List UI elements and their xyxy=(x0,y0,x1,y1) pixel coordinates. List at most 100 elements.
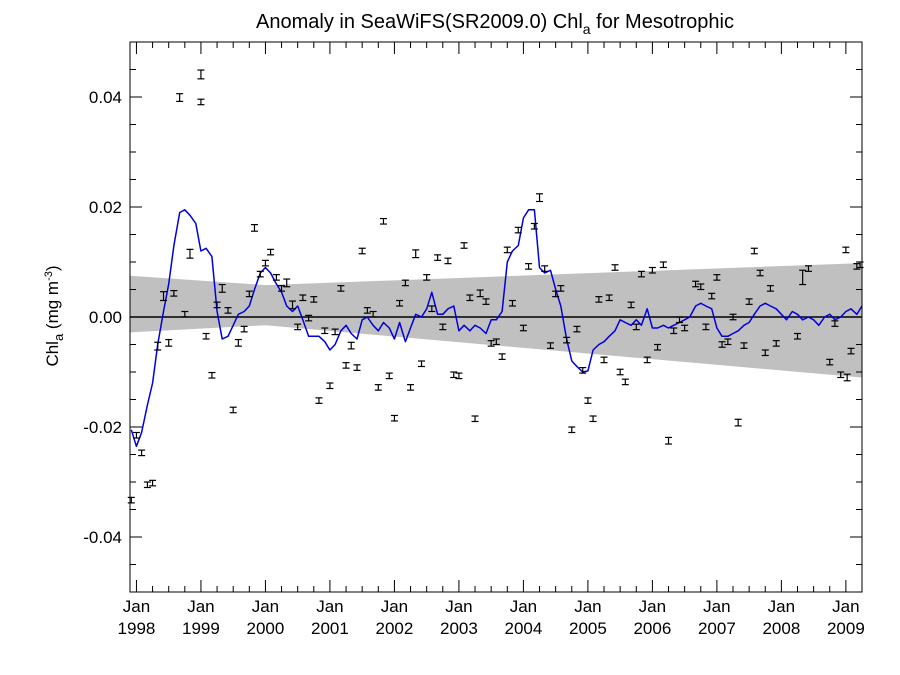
data-point xyxy=(407,384,415,391)
data-point xyxy=(681,324,689,332)
y-tick-labels: 0.04 0.02 0.00 -0.02 -0.04 xyxy=(83,88,122,547)
x-tick-label-month: Jan xyxy=(187,597,214,616)
data-point xyxy=(579,367,587,374)
data-point xyxy=(170,290,178,297)
data-point xyxy=(412,249,420,259)
data-point xyxy=(568,426,576,434)
y-axis-title: Chla (mg m-3) xyxy=(43,265,66,366)
data-point xyxy=(165,338,173,347)
smoothed-anomaly-line xyxy=(130,209,863,448)
data-point xyxy=(476,289,484,298)
data-point xyxy=(837,371,845,379)
data-point xyxy=(831,320,839,327)
data-point xyxy=(283,278,291,288)
data-point xyxy=(627,301,635,309)
x-tick-label-year: 2003 xyxy=(440,619,478,638)
data-point xyxy=(471,415,479,423)
x-tick-label-year: 1998 xyxy=(118,619,156,638)
data-point xyxy=(197,69,205,80)
data-point xyxy=(756,269,764,277)
x-tick-label-month: Jan xyxy=(510,597,537,616)
data-point xyxy=(734,418,742,427)
data-point xyxy=(637,270,645,278)
data-point xyxy=(740,342,748,349)
data-point xyxy=(396,299,404,307)
data-point xyxy=(385,372,393,380)
data-point xyxy=(675,316,683,324)
data-point xyxy=(530,222,538,230)
x-tick-label-year: 2006 xyxy=(633,619,671,638)
x-tick-label-month: Jan xyxy=(639,597,666,616)
data-point xyxy=(713,274,721,281)
data-point xyxy=(853,263,861,270)
data-point xyxy=(256,270,264,278)
y-tick-label: 0.00 xyxy=(89,308,122,327)
data-point xyxy=(315,397,323,404)
x-tick-label-year: 2001 xyxy=(311,619,349,638)
y-tick-label: 0.04 xyxy=(89,88,122,107)
data-point xyxy=(611,264,619,271)
data-point xyxy=(799,269,807,286)
data-point xyxy=(843,373,851,382)
data-point xyxy=(390,414,398,422)
x-tick-label-year: 2007 xyxy=(698,619,736,638)
data-point xyxy=(326,382,334,390)
data-point xyxy=(536,193,544,203)
data-point xyxy=(321,327,329,335)
data-point xyxy=(342,362,350,369)
x-tick-label-month: Jan xyxy=(832,597,859,616)
data-point xyxy=(234,338,242,347)
data-point xyxy=(202,332,210,340)
data-point xyxy=(654,343,662,351)
x-tick-label-month: Jan xyxy=(703,597,730,616)
data-point xyxy=(847,347,855,355)
data-point xyxy=(508,299,516,307)
data-point xyxy=(503,246,511,254)
x-tick-label-year: 2002 xyxy=(376,619,414,638)
data-point xyxy=(213,301,221,309)
data-point xyxy=(648,266,656,274)
data-point xyxy=(369,310,377,318)
y-tick-label: 0.02 xyxy=(89,198,122,217)
data-point xyxy=(659,261,667,269)
data-point xyxy=(750,247,758,255)
data-point xyxy=(519,324,527,332)
data-point xyxy=(600,356,608,364)
data-point xyxy=(261,259,269,267)
x-tick-label-year: 2000 xyxy=(247,619,285,638)
data-point xyxy=(697,283,705,291)
data-point xyxy=(363,307,371,314)
x-tick-label-month: Jan xyxy=(123,597,150,616)
data-point xyxy=(589,415,597,423)
x-tick-label-month: Jan xyxy=(381,597,408,616)
data-point xyxy=(466,294,474,302)
data-point xyxy=(347,341,355,350)
data-point xyxy=(482,298,490,305)
data-point xyxy=(804,265,812,272)
data-point xyxy=(149,479,157,487)
data-point xyxy=(444,257,452,265)
axes-layer xyxy=(129,41,863,593)
data-point xyxy=(772,340,780,347)
data-point xyxy=(573,325,581,333)
data-point xyxy=(224,307,232,314)
data-point xyxy=(692,280,700,288)
x-tick-label-month: Jan xyxy=(316,597,343,616)
data-point xyxy=(294,323,302,331)
data-point xyxy=(621,378,629,386)
chart-title: Anomaly in SeaWiFS(SR2009.0) Chla for Me… xyxy=(256,11,734,37)
x-tick-label-month: Jan xyxy=(252,597,279,616)
data-point xyxy=(423,274,431,281)
data-point xyxy=(305,314,313,322)
data-point xyxy=(643,356,651,364)
data-point xyxy=(289,300,297,310)
data-point xyxy=(563,336,571,344)
data-point xyxy=(842,246,850,254)
data-point xyxy=(267,248,275,256)
data-point xyxy=(605,294,613,302)
x-tick-label-month: Jan xyxy=(768,597,795,616)
data-point xyxy=(595,296,603,303)
data-point xyxy=(455,372,463,380)
data-point xyxy=(498,353,506,360)
